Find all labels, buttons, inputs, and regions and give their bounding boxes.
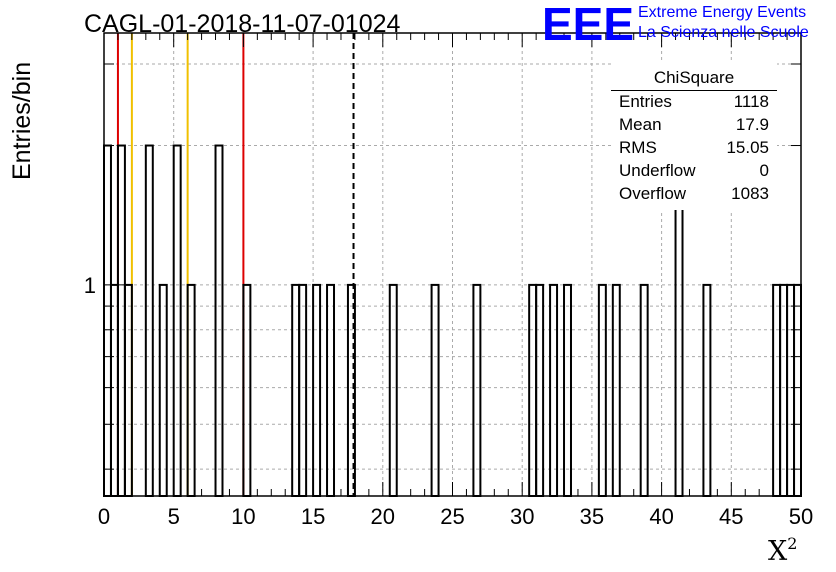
stat-value: 1118 xyxy=(733,92,769,111)
histogram-bar xyxy=(291,283,301,497)
stat-row-underflow: Underflow 0 xyxy=(619,161,769,183)
histogram-bar xyxy=(611,283,621,497)
grid xyxy=(104,33,801,496)
x-tick-label: 25 xyxy=(440,504,464,529)
histogram-bar xyxy=(109,283,119,497)
stats-divider xyxy=(611,90,777,91)
logo-line-2: La Scienza nelle Scuole xyxy=(638,24,809,41)
stat-label: Underflow xyxy=(619,161,696,180)
histogram-bar xyxy=(793,283,803,497)
histogram-bar xyxy=(702,283,712,497)
histogram-bar xyxy=(549,283,559,497)
chart-title: CAGL-01-2018-11-07-01024 xyxy=(84,10,401,38)
histogram-bar xyxy=(214,144,224,497)
stat-row-rms: RMS 15.05 xyxy=(619,138,769,160)
logo-letters: EEE xyxy=(542,0,634,46)
x-tick-label: 40 xyxy=(649,504,673,529)
eee-logo-icon: EEE xyxy=(542,0,634,46)
histogram-bar xyxy=(116,144,126,497)
histogram-bar xyxy=(326,283,336,497)
stat-row-overflow: Overflow 1083 xyxy=(619,184,769,206)
x-tick-label: 35 xyxy=(580,504,604,529)
histogram-bar xyxy=(312,283,322,497)
y-axis-label: Entries/bin xyxy=(8,61,36,180)
axes: 0 5 10 15 20 25 30 35 40 45 50 1 xyxy=(84,32,813,529)
stats-title: ChiSquare xyxy=(653,68,735,87)
x-tick-label: 5 xyxy=(168,504,180,529)
histogram-bar xyxy=(639,283,649,497)
histogram-bar xyxy=(242,283,252,497)
histogram-bar xyxy=(388,283,398,497)
x-tick-label: 50 xyxy=(789,504,813,529)
stats-box: ChiSquare Entries 1118 Mean 17.9 RMS 15.… xyxy=(611,62,777,210)
histogram-bar xyxy=(123,283,133,497)
histogram-bar xyxy=(528,283,538,497)
stat-value: 17.9 xyxy=(735,115,769,134)
histogram-bar xyxy=(786,283,796,497)
x-tick-label: 15 xyxy=(301,504,325,529)
stat-row-mean: Mean 17.9 xyxy=(619,115,769,137)
stat-value: 15.05 xyxy=(726,138,769,157)
x-tick-label: 20 xyxy=(371,504,395,529)
histogram-bar xyxy=(172,144,182,497)
histogram-bar xyxy=(144,144,154,497)
stat-value: 0 xyxy=(759,161,769,180)
x-tick-label: 10 xyxy=(231,504,255,529)
stat-label: Overflow xyxy=(619,184,687,203)
histogram-bar xyxy=(103,144,112,497)
stat-label: Entries xyxy=(619,92,672,111)
histogram-bar xyxy=(772,283,782,497)
x-axis-label-base: X xyxy=(768,536,788,567)
stat-value: 1083 xyxy=(731,184,769,203)
x-axis-label: X2 xyxy=(768,534,798,567)
histogram-bar xyxy=(298,283,308,497)
histogram-bar xyxy=(158,283,168,497)
y-tick-label: 1 xyxy=(84,273,96,298)
stat-row-entries: Entries 1118 xyxy=(619,92,769,114)
histogram-bar xyxy=(535,283,545,497)
x-axis-label-superscript: 2 xyxy=(787,534,798,553)
x-tick-label: 45 xyxy=(719,504,743,529)
histogram-bar xyxy=(430,283,440,497)
stat-label: RMS xyxy=(619,138,657,157)
histogram-bar xyxy=(779,283,789,497)
x-tick-label: 30 xyxy=(510,504,534,529)
logo-line-1: Extreme Energy Events xyxy=(638,4,807,21)
x-tick-label: 0 xyxy=(98,504,110,529)
stat-label: Mean xyxy=(619,115,662,134)
histogram-bar xyxy=(563,283,572,497)
histogram-bar xyxy=(186,283,196,497)
histogram-bar xyxy=(472,283,482,497)
histogram-bar xyxy=(597,283,607,497)
